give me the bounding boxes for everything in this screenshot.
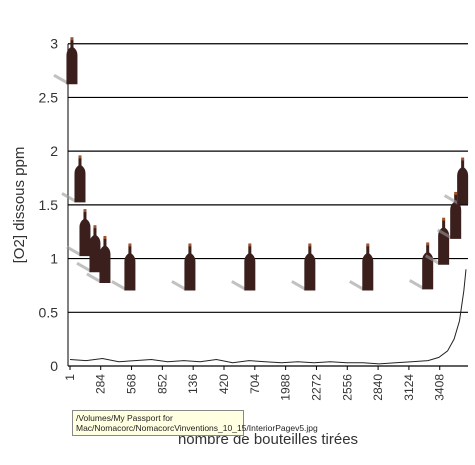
bottle-shadow [231, 280, 247, 291]
bottle [349, 243, 374, 291]
bottle-cap [93, 225, 97, 229]
bottle [443, 157, 469, 205]
y-tick-label: 1.5 [39, 197, 59, 213]
bottle [291, 243, 316, 291]
bottle-body [184, 245, 196, 291]
bottle [424, 217, 450, 265]
bottle-cap [103, 235, 107, 239]
bottle-shadow [76, 261, 92, 273]
bottle-cap [442, 217, 446, 221]
bottle-cap [454, 191, 458, 195]
tooltip: /Volumes/My Passport for Mac/Nomacorc/No… [72, 410, 318, 436]
bottle-shadow [53, 73, 69, 85]
bottle-shadow [86, 272, 102, 284]
bottle [53, 37, 78, 85]
x-tick-label: 1988 [279, 374, 293, 401]
x-tick-label: 704 [248, 374, 262, 394]
y-axis-label: [O2] dissous ppm [11, 147, 28, 264]
x-tick-label: 1 [63, 374, 77, 381]
y-tick-label: 0.5 [39, 304, 59, 320]
bottle-cap [308, 243, 312, 247]
bottle-shadow [291, 280, 307, 291]
bottle-shadow [443, 194, 460, 205]
bottle-body [438, 219, 450, 265]
bottle [408, 242, 434, 290]
bottle-cap [426, 242, 430, 246]
x-tick-label: 2556 [340, 374, 354, 401]
bottle-body [74, 157, 86, 203]
bottle-cap [248, 243, 252, 247]
y-tick-label: 1 [50, 251, 58, 267]
y-tick-label: 2 [50, 143, 58, 159]
o2-line [69, 269, 467, 365]
bottle-body [244, 245, 256, 291]
bottle-body [304, 245, 316, 291]
x-tick-label: 420 [217, 374, 231, 394]
bottle-body [124, 245, 136, 291]
bottle-body [79, 211, 91, 257]
bottle [66, 209, 91, 257]
x-tick-label: 2272 [309, 374, 323, 401]
bottle [76, 225, 101, 273]
x-tick-label: 2840 [371, 374, 385, 401]
bottle-cap [70, 37, 74, 41]
bottle-body [89, 227, 101, 273]
bottle-cap [366, 243, 370, 247]
x-tick-label: 3124 [402, 374, 416, 401]
bottle-body [422, 244, 434, 290]
bottle [436, 191, 462, 240]
y-tick-label: 0 [50, 358, 58, 374]
bottle-cap [128, 243, 132, 247]
y-tick-label: 3 [50, 36, 58, 52]
bottle-cap [188, 243, 192, 247]
bottle-shadow [408, 279, 425, 290]
bottle-shadow [111, 280, 127, 291]
bottle [231, 243, 256, 291]
bottle [111, 243, 136, 291]
bottle-shadow [171, 280, 187, 291]
bottle-body [66, 39, 78, 85]
x-tick-label: 3408 [433, 374, 447, 401]
bottle-shadow [349, 280, 365, 291]
bottle-cap [78, 155, 82, 159]
bottle-shadow [436, 228, 453, 240]
bottle-shadow [61, 192, 77, 203]
bottle [61, 155, 86, 203]
bottle [171, 243, 196, 291]
bottle-shadow [424, 254, 441, 265]
bottle-cap [83, 209, 87, 213]
bottle-body [450, 193, 462, 239]
y-tick-label: 2.5 [39, 89, 59, 105]
bottle-body [457, 159, 469, 205]
bottle-body [362, 245, 374, 291]
x-tick-label: 568 [125, 374, 139, 394]
bottle-shadow [66, 245, 82, 257]
x-tick-label: 136 [186, 374, 200, 394]
x-tick-label: 852 [155, 374, 169, 394]
bottle [86, 235, 111, 284]
bottle-cap [461, 157, 465, 161]
bottle-body [99, 237, 111, 283]
x-tick-label: 284 [94, 374, 108, 394]
